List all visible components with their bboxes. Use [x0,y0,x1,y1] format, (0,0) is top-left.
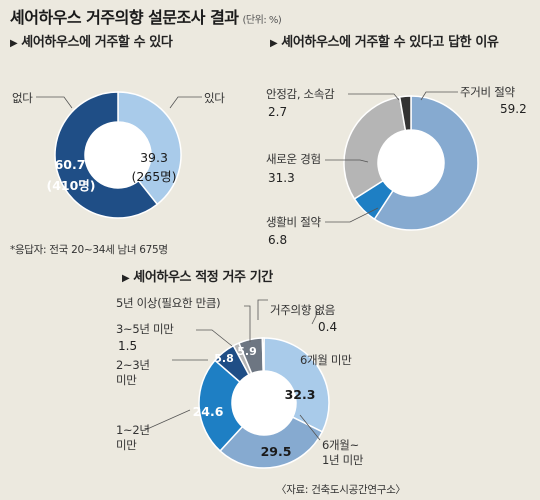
section-title-2: ▶ 셰어하우스에 거주할 수 있다고 답한 이유 [270,31,499,50]
legend-label-none: 없다 [12,91,33,105]
respondents-note: *응답자: 전국 20~34세 남녀 675명 [10,244,168,256]
data-label-none-value: 60.7 [54,157,86,172]
section-title-text: 셰어하우스 적정 거주 기간 [133,270,273,285]
triangle-icon: ▶ [10,38,18,49]
leader-line [311,309,322,325]
legend-label-yes: 있다 [204,91,225,105]
leader-line [244,305,251,342]
duration-label-under-6m: 6개월 미만 [300,353,352,367]
duration-value-under-6m: 32.3 [284,387,316,402]
reason-value-experience: 31.3 [268,171,295,185]
duration-label-6m-1y: 6개월~ 1년 미만 [322,438,364,467]
duration-value-3-5y: 1.5 [118,339,138,353]
donut-hole [378,130,444,196]
duration-label-5y-plus: 5년 이상(필요한 만큼) [116,296,221,310]
duration-label-3-5y: 3~5년 미만 [116,322,174,336]
reason-label-experience: 새로운 경험 [266,152,321,166]
leader-line [325,207,379,223]
reason-value-belonging: 2.7 [268,105,288,119]
donut-hole [85,122,151,188]
triangle-icon: ▶ [270,38,278,49]
duration-value-2-3y: 5.8 [214,352,234,365]
leader-line [299,414,321,441]
duration-value-1-2y: 24.6 [192,404,224,419]
section-title-text: 셰어하우스에 거주할 수 있다 [21,35,173,50]
reason-value-housing: 59.2 [500,102,527,116]
leader-line [144,409,191,431]
leader-line [348,93,400,101]
section-title-3: ▶ 셰어하우스 적정 거주 기간 [122,266,273,285]
section-title-1: ▶ 셰어하우스에 거주할 수 있다 [10,31,173,50]
reason-label-housing: 주거비 절약 [460,85,515,99]
data-label-yes-value: 39.3 [140,150,168,165]
chart-title: 셰어하우스 거주의향 설문조사 결과 (단위: %) [10,4,282,28]
duration-value-no-intent: 0.4 [318,320,338,334]
pie-slice [117,91,182,206]
duration-value-5y-plus: 5.9 [237,345,257,358]
data-label-none-count: (410명) [46,178,96,193]
leader-line [196,329,233,347]
duration-label-2-3y: 2~3년 미만 [116,358,150,387]
leader-line [325,159,369,163]
title-text: 셰어하우스 거주의향 설문조사 결과 [10,8,239,27]
unit-label: (단위: %) [242,15,282,26]
duration-value-6m-1y: 29.5 [260,444,292,459]
reason-label-belonging: 안정감, 소속감 [266,87,335,101]
leader-line [420,91,458,101]
leader-line [36,96,73,109]
leader-lines [36,91,458,441]
section-title-text: 셰어하우스에 거주할 수 있다고 답한 이유 [281,35,499,50]
donut-hole [232,371,296,435]
triangle-icon: ▶ [122,273,130,284]
leader-line [169,96,202,109]
duration-label-no-intent: 거주의향 없음 [270,303,336,317]
reason-label-living: 생활비 절약 [266,215,321,229]
pie-duration [198,337,330,469]
pie-willingness [54,91,182,219]
data-label-yes-count: (265명) [131,169,177,184]
duration-label-1-2y: 1~2년 미만 [116,423,150,452]
pie-slice [261,337,265,372]
leader-line [257,299,268,320]
reason-value-living: 6.8 [268,233,288,247]
source-note: 〈자료: 건축도시공간연구소〉 [276,484,406,496]
pie-reasons [343,95,479,231]
